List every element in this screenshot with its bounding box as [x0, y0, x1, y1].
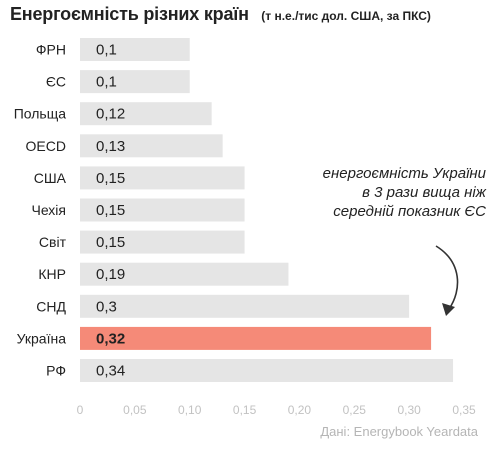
- x-tick-label-5: 0,25: [343, 403, 367, 417]
- bar-row-9: [80, 326, 432, 350]
- data-source: Дані: Energybook Yeardata: [320, 424, 478, 439]
- chart-subtitle: (т н.е./тис дол. США, за ПКС): [261, 9, 431, 23]
- annotation-arrow: [435, 245, 459, 316]
- value-label-row-10: 0,34: [96, 363, 125, 380]
- value-label-row-1: 0,1: [96, 74, 117, 91]
- x-axis-ticks: 0 0,05 0,10 0,15 0,20 0,25 0,30 0,35: [77, 403, 476, 417]
- category-label-row-7: КНР: [38, 266, 66, 282]
- bar-row-7: [80, 262, 289, 286]
- value-label-row-3: 0,13: [96, 138, 125, 155]
- value-label-row-0: 0,1: [96, 42, 117, 59]
- x-tick-label-2: 0,10: [178, 403, 202, 417]
- chart-title: Енергоємність різних країн (т н.е./тис д…: [10, 4, 431, 25]
- x-tick-label-4: 0,20: [288, 403, 312, 417]
- annotation-line-2: в 3 рази вища ніж: [362, 184, 486, 201]
- annotation-arrow-head: [442, 303, 455, 316]
- chart-title-main: Енергоємність різних країн: [10, 4, 249, 24]
- category-label-row-3: OECD: [26, 138, 66, 154]
- annotation-line-1: енергоємність України: [322, 165, 486, 182]
- value-label-row-4: 0,15: [96, 170, 125, 187]
- category-label-row-4: США: [34, 170, 67, 186]
- annotation-line-3: середній показник ЄС: [333, 203, 486, 220]
- value-label-row-6: 0,15: [96, 234, 125, 251]
- bars-layer: ФРН 0,1 ЄС 0,1 Польща 0,12 OECD 0,13 США 0,15 Чехі…: [14, 38, 454, 382]
- bar-row-0: [80, 38, 190, 61]
- category-label-row-6: Світ: [39, 234, 67, 250]
- category-label-row-10: РФ: [46, 363, 66, 379]
- bar-row-6: [80, 230, 245, 254]
- x-tick-label-0: 0: [77, 403, 84, 417]
- category-label-row-5: Чехія: [31, 202, 66, 218]
- x-tick-label-3: 0,15: [233, 403, 257, 417]
- x-tick-label-1: 0,05: [123, 403, 147, 417]
- x-tick-label-6: 0,30: [397, 403, 421, 417]
- value-label-row-7: 0,19: [96, 266, 125, 283]
- category-label-row-2: Польща: [14, 106, 67, 122]
- category-label-row-8: СНД: [36, 298, 66, 314]
- value-label-row-2: 0,12: [96, 106, 125, 123]
- category-label-row-0: ФРН: [36, 42, 66, 58]
- category-label-row-1: ЄС: [46, 74, 66, 90]
- bar-row-3: [80, 134, 223, 158]
- category-label-row-9: Україна: [17, 330, 67, 346]
- bar-row-4: [80, 166, 245, 190]
- x-tick-label-7: 0,35: [452, 403, 476, 417]
- bar-row-10: [80, 359, 454, 382]
- value-label-row-9: 0,32: [96, 330, 125, 347]
- bar-row-1: [80, 70, 190, 94]
- annotation-arrow-line: [435, 245, 459, 310]
- value-label-row-8: 0,3: [96, 298, 117, 315]
- bar-row-5: [80, 198, 245, 222]
- bar-row-2: [80, 102, 212, 126]
- value-label-row-5: 0,15: [96, 202, 125, 219]
- annotation-text: енергоємність України в 3 рази вища ніж …: [296, 164, 486, 221]
- bar-row-8: [80, 294, 410, 318]
